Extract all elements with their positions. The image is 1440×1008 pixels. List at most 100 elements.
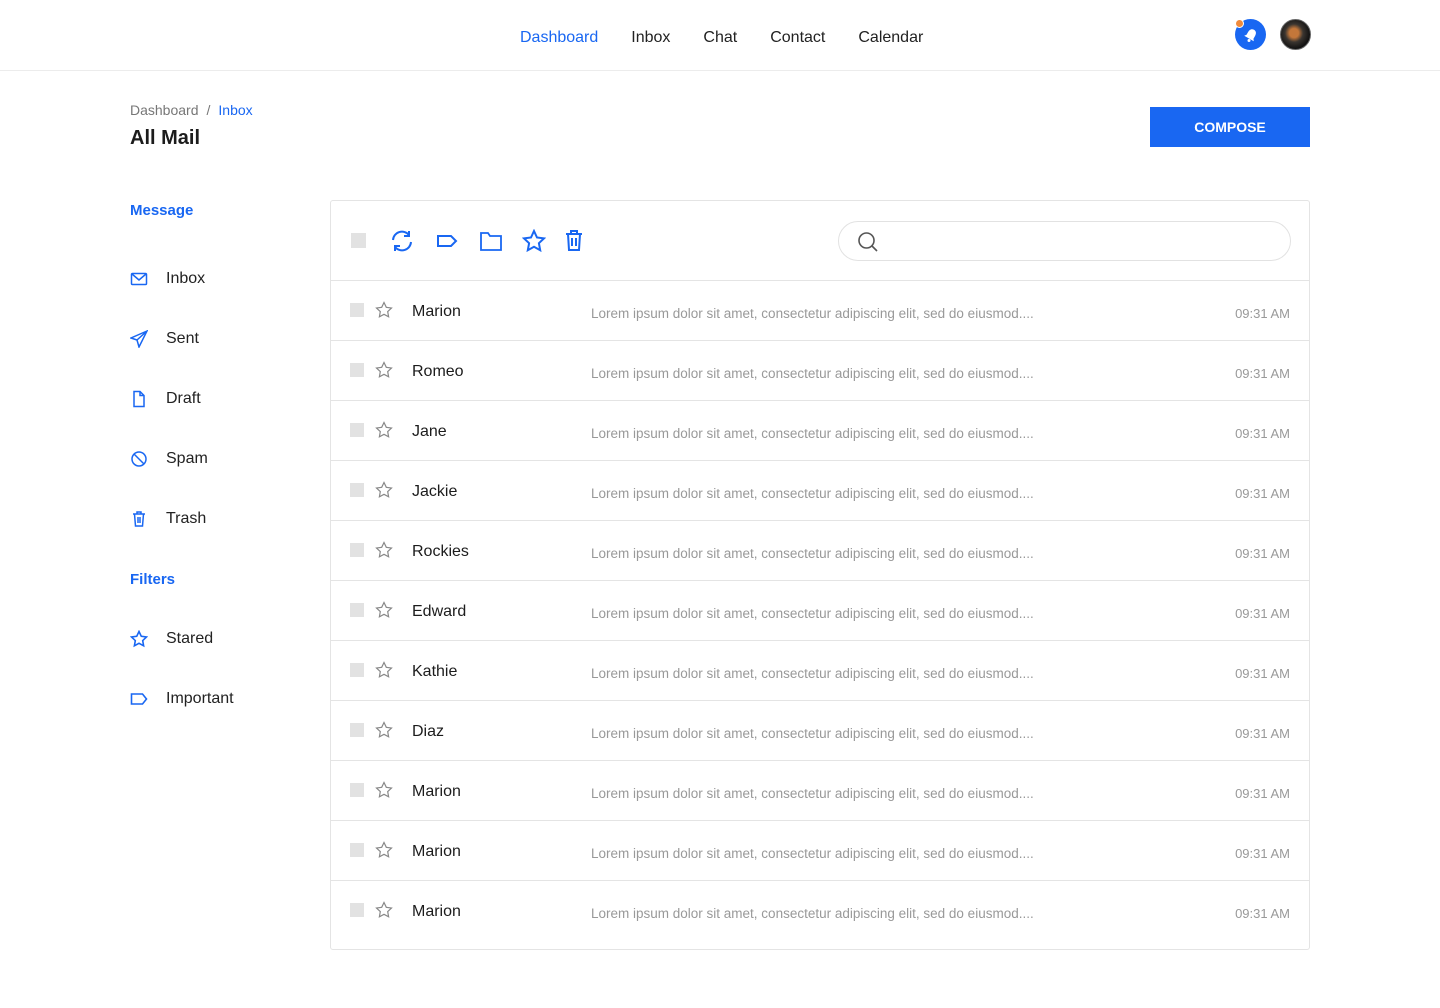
email-preview: Lorem ipsum dolor sit amet, consectetur … [591, 786, 1034, 801]
breadcrumb-separator: / [206, 102, 211, 118]
email-row[interactable]: Romeo Lorem ipsum dolor sit amet, consec… [331, 341, 1309, 401]
mail-toolbar [331, 201, 1309, 281]
breadcrumb-dashboard[interactable]: Dashboard [130, 102, 199, 118]
star-icon[interactable] [375, 841, 393, 859]
sender-name: Marion [412, 783, 461, 800]
email-time: 09:31 AM [1235, 726, 1290, 741]
sidebar-item-sent[interactable]: Sent [130, 330, 199, 348]
breadcrumb: Dashboard / Inbox [130, 102, 253, 118]
email-preview: Lorem ipsum dolor sit amet, consectetur … [591, 366, 1034, 381]
email-list: Marion Lorem ipsum dolor sit amet, conse… [331, 281, 1309, 941]
email-row[interactable]: Marion Lorem ipsum dolor sit amet, conse… [331, 821, 1309, 881]
star-icon[interactable] [375, 421, 393, 439]
email-row[interactable]: Kathie Lorem ipsum dolor sit amet, conse… [331, 641, 1309, 701]
search-input[interactable] [838, 221, 1291, 261]
sender-name: Marion [412, 903, 461, 920]
refresh-icon[interactable] [389, 229, 415, 253]
email-time: 09:31 AM [1235, 546, 1290, 561]
email-row[interactable]: Edward Lorem ipsum dolor sit amet, conse… [331, 581, 1309, 641]
send-icon [130, 330, 148, 348]
star-icon[interactable] [375, 721, 393, 739]
compose-button[interactable]: COMPOSE [1150, 107, 1310, 147]
email-row[interactable]: Jackie Lorem ipsum dolor sit amet, conse… [331, 461, 1309, 521]
email-time: 09:31 AM [1235, 786, 1290, 801]
email-row[interactable]: Rockies Lorem ipsum dolor sit amet, cons… [331, 521, 1309, 581]
sidebar-item-draft[interactable]: Draft [130, 390, 201, 408]
email-preview: Lorem ipsum dolor sit amet, consectetur … [591, 606, 1034, 621]
email-row[interactable]: Marion Lorem ipsum dolor sit amet, conse… [331, 761, 1309, 821]
email-preview: Lorem ipsum dolor sit amet, consectetur … [591, 906, 1034, 921]
sender-name: Marion [412, 303, 461, 320]
email-time: 09:31 AM [1235, 606, 1290, 621]
folder-icon[interactable] [479, 229, 503, 253]
sidebar-item-stared[interactable]: Stared [130, 630, 213, 648]
star-icon[interactable] [375, 781, 393, 799]
sidebar-label: Draft [166, 390, 201, 407]
user-avatar[interactable] [1280, 19, 1311, 50]
email-preview: Lorem ipsum dolor sit amet, consectetur … [591, 846, 1034, 861]
star-icon[interactable] [375, 601, 393, 619]
search-icon [858, 232, 878, 252]
trash-icon [133, 511, 145, 527]
sidebar-item-important[interactable]: Important [130, 690, 234, 708]
sidebar-label: Spam [166, 450, 208, 467]
main-nav: Dashboard Inbox Chat Contact Calendar [520, 29, 923, 47]
email-preview: Lorem ipsum dolor sit amet, consectetur … [591, 726, 1034, 741]
label-icon [130, 693, 148, 705]
sidebar-label: Inbox [166, 270, 206, 287]
row-checkbox[interactable] [350, 543, 364, 557]
star-icon[interactable] [522, 229, 546, 253]
email-row[interactable]: Marion Lorem ipsum dolor sit amet, conse… [331, 881, 1309, 941]
star-icon[interactable] [375, 901, 393, 919]
sender-name: Kathie [412, 663, 458, 680]
sender-name: Diaz [412, 723, 445, 740]
select-all-checkbox[interactable] [351, 233, 366, 248]
star-icon[interactable] [375, 661, 393, 679]
sender-name: Edward [412, 603, 467, 620]
nav-chat[interactable]: Chat [703, 29, 738, 46]
nav-contact[interactable]: Contact [770, 29, 826, 46]
trash-icon[interactable] [564, 229, 584, 253]
row-checkbox[interactable] [350, 363, 364, 377]
breadcrumb-inbox: Inbox [218, 102, 253, 118]
sidebar-label: Sent [166, 330, 199, 347]
email-row[interactable]: Marion Lorem ipsum dolor sit amet, conse… [331, 281, 1309, 341]
email-row[interactable]: Jane Lorem ipsum dolor sit amet, consect… [331, 401, 1309, 461]
sidebar-label: Important [166, 690, 234, 707]
email-time: 09:31 AM [1235, 366, 1290, 381]
row-checkbox[interactable] [350, 783, 364, 797]
star-icon[interactable] [375, 481, 393, 499]
row-checkbox[interactable] [350, 483, 364, 497]
row-checkbox[interactable] [350, 903, 364, 917]
sidebar-item-spam[interactable]: Spam [130, 450, 208, 468]
row-checkbox[interactable] [350, 603, 364, 617]
star-icon[interactable] [375, 541, 393, 559]
email-preview: Lorem ipsum dolor sit amet, consectetur … [591, 306, 1034, 321]
page-title: All Mail [130, 127, 201, 149]
star-icon[interactable] [375, 361, 393, 379]
notification-button[interactable] [1235, 19, 1266, 50]
sender-name: Jackie [412, 483, 458, 500]
message-heading: Message [130, 202, 194, 219]
label-icon[interactable] [436, 229, 458, 253]
row-checkbox[interactable] [350, 843, 364, 857]
star-icon [130, 630, 148, 648]
sender-name: Romeo [412, 363, 464, 380]
email-time: 09:31 AM [1235, 666, 1290, 681]
email-preview: Lorem ipsum dolor sit amet, consectetur … [591, 486, 1034, 501]
sidebar-label: Trash [166, 510, 207, 527]
nav-calendar[interactable]: Calendar [858, 29, 924, 46]
mail-icon [130, 272, 148, 286]
nav-inbox[interactable]: Inbox [631, 29, 671, 46]
row-checkbox[interactable] [350, 663, 364, 677]
star-icon[interactable] [375, 301, 393, 319]
sidebar-item-trash[interactable]: Trash [130, 510, 206, 528]
email-time: 09:31 AM [1235, 426, 1290, 441]
row-checkbox[interactable] [350, 723, 364, 737]
row-checkbox[interactable] [350, 303, 364, 317]
nav-dashboard[interactable]: Dashboard [520, 29, 599, 46]
email-row[interactable]: Diaz Lorem ipsum dolor sit amet, consect… [331, 701, 1309, 761]
sidebar-item-inbox[interactable]: Inbox [130, 270, 205, 288]
email-time: 09:31 AM [1235, 486, 1290, 501]
row-checkbox[interactable] [350, 423, 364, 437]
